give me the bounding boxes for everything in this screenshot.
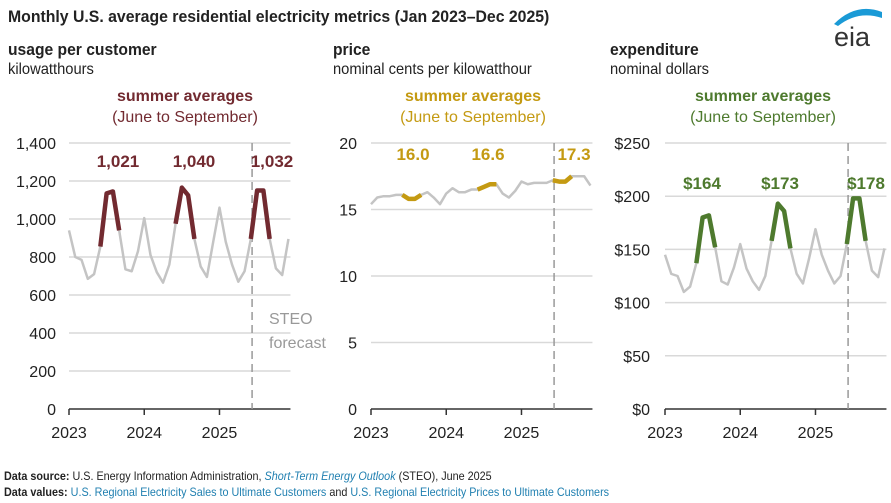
summer-segment-2023 bbox=[401, 192, 423, 202]
summer-averages-sub-expenditure: (June to September) bbox=[690, 109, 836, 126]
y-tick-label: $0 bbox=[632, 402, 650, 419]
summer-average-label: $173 bbox=[761, 174, 799, 193]
summer-average-label: 16.6 bbox=[471, 145, 504, 164]
summer-average-label: 16.0 bbox=[396, 145, 429, 164]
steo-link[interactable]: Short-Term Energy Outlook bbox=[264, 469, 396, 483]
summer-segment-2023 bbox=[694, 213, 718, 264]
summer-segment-2024 bbox=[769, 201, 793, 249]
y-tick-label: 1,200 bbox=[16, 174, 56, 191]
summer-average-label: 17.3 bbox=[557, 145, 590, 164]
y-tick-label: $50 bbox=[623, 349, 650, 366]
x-tick-label: 2023 bbox=[353, 425, 389, 442]
summer-segment-2025 bbox=[552, 174, 574, 184]
y-tick-label: 400 bbox=[29, 326, 56, 343]
values-and: and bbox=[329, 485, 348, 499]
summer-average-label: $178 bbox=[847, 174, 885, 193]
summer-average-label: $164 bbox=[683, 174, 721, 193]
summer-segment-2025 bbox=[248, 188, 272, 240]
panel-usage: 0 200 400 600 800 1,000 1,200 1,400 2023 2024 2025… bbox=[16, 136, 293, 442]
summer-averages-title-price: summer averages bbox=[404, 88, 542, 105]
summer-averages-title-expenditure: summer averages bbox=[694, 88, 832, 105]
summer-average-label: 1,032 bbox=[251, 152, 294, 171]
logo-text: eia bbox=[834, 22, 871, 48]
summer-segment-2023 bbox=[98, 189, 122, 247]
y-tick-label: $200 bbox=[614, 189, 650, 206]
panel-unit-expenditure: nominal dollars bbox=[610, 61, 710, 78]
forecast-label-line2: forecast bbox=[269, 335, 326, 352]
x-tick-label: 2024 bbox=[722, 425, 758, 442]
x-tick-label: 2023 bbox=[51, 425, 87, 442]
y-tick-label: $150 bbox=[614, 242, 650, 259]
summer-segment-2024 bbox=[476, 181, 497, 192]
panel-title-usage: usage per customer bbox=[8, 40, 157, 59]
x-tick-label: 2024 bbox=[428, 425, 464, 442]
x-tick-label: 2023 bbox=[647, 425, 683, 442]
y-tick-label: 1,000 bbox=[16, 212, 56, 229]
summer-averages-sub-usage: (June to September) bbox=[112, 109, 258, 126]
summer-average-label: 1,021 bbox=[97, 152, 140, 171]
sales-link[interactable]: U.S. Regional Electricity Sales to Ultim… bbox=[70, 485, 327, 499]
summer-average-label: 1,040 bbox=[173, 152, 216, 171]
source-text: U.S. Energy Information Administration, bbox=[72, 469, 262, 483]
panel-title-expenditure: expenditure bbox=[610, 40, 699, 59]
y-tick-label: 600 bbox=[29, 288, 56, 305]
panel-expenditure: $0 $50 $100 $150 $200 $250 2023 2024 2025 $164 $17… bbox=[614, 136, 887, 442]
summer-averages-sub-price: (June to September) bbox=[400, 109, 546, 126]
source-label: Data source: bbox=[4, 469, 70, 483]
x-tick-label: 2025 bbox=[798, 425, 834, 442]
panel-unit-price: nominal cents per kilowatthour bbox=[333, 61, 532, 78]
x-tick-label: 2024 bbox=[126, 425, 162, 442]
eia-logo: eia bbox=[834, 8, 882, 48]
values-label: Data values: bbox=[4, 485, 68, 499]
y-tick-label: 1,400 bbox=[16, 136, 56, 153]
summer-segment-2024 bbox=[173, 185, 197, 240]
y-tick-label: 0 bbox=[47, 402, 56, 419]
summer-averages-title-usage: summer averages bbox=[116, 88, 254, 105]
panel-unit-usage: kilowatthours bbox=[8, 61, 94, 78]
prices-link[interactable]: U.S. Regional Electricity Prices to Ulti… bbox=[350, 485, 610, 499]
y-tick-label: 800 bbox=[29, 250, 56, 267]
y-tick-label: 0 bbox=[348, 402, 357, 419]
x-tick-label: 2025 bbox=[504, 425, 540, 442]
y-tick-label: 5 bbox=[348, 336, 357, 353]
figure-title: Monthly U.S. average residential electri… bbox=[8, 7, 550, 26]
x-tick-label: 2025 bbox=[202, 425, 238, 442]
panel-price: 0 5 10 15 20 2023 2024 2025 16.0 16.6 17.3 bbox=[339, 136, 593, 442]
footer-source: Data source: U.S. Energy Information Adm… bbox=[4, 469, 492, 483]
y-tick-label: $250 bbox=[614, 136, 650, 153]
panel-title-price: price bbox=[333, 40, 371, 59]
y-tick-label: 10 bbox=[339, 269, 357, 286]
y-tick-label: $100 bbox=[614, 296, 650, 313]
forecast-label-line1: STEO bbox=[269, 311, 313, 328]
logo-arc-icon bbox=[834, 8, 882, 26]
footer-values: Data values: U.S. Regional Electricity S… bbox=[4, 485, 609, 499]
y-tick-label: 20 bbox=[339, 136, 357, 153]
y-tick-label: 200 bbox=[29, 364, 56, 381]
y-tick-label: 15 bbox=[339, 203, 357, 220]
source-tail: (STEO), June 2025 bbox=[398, 469, 492, 483]
summer-segment-2025 bbox=[844, 196, 868, 245]
